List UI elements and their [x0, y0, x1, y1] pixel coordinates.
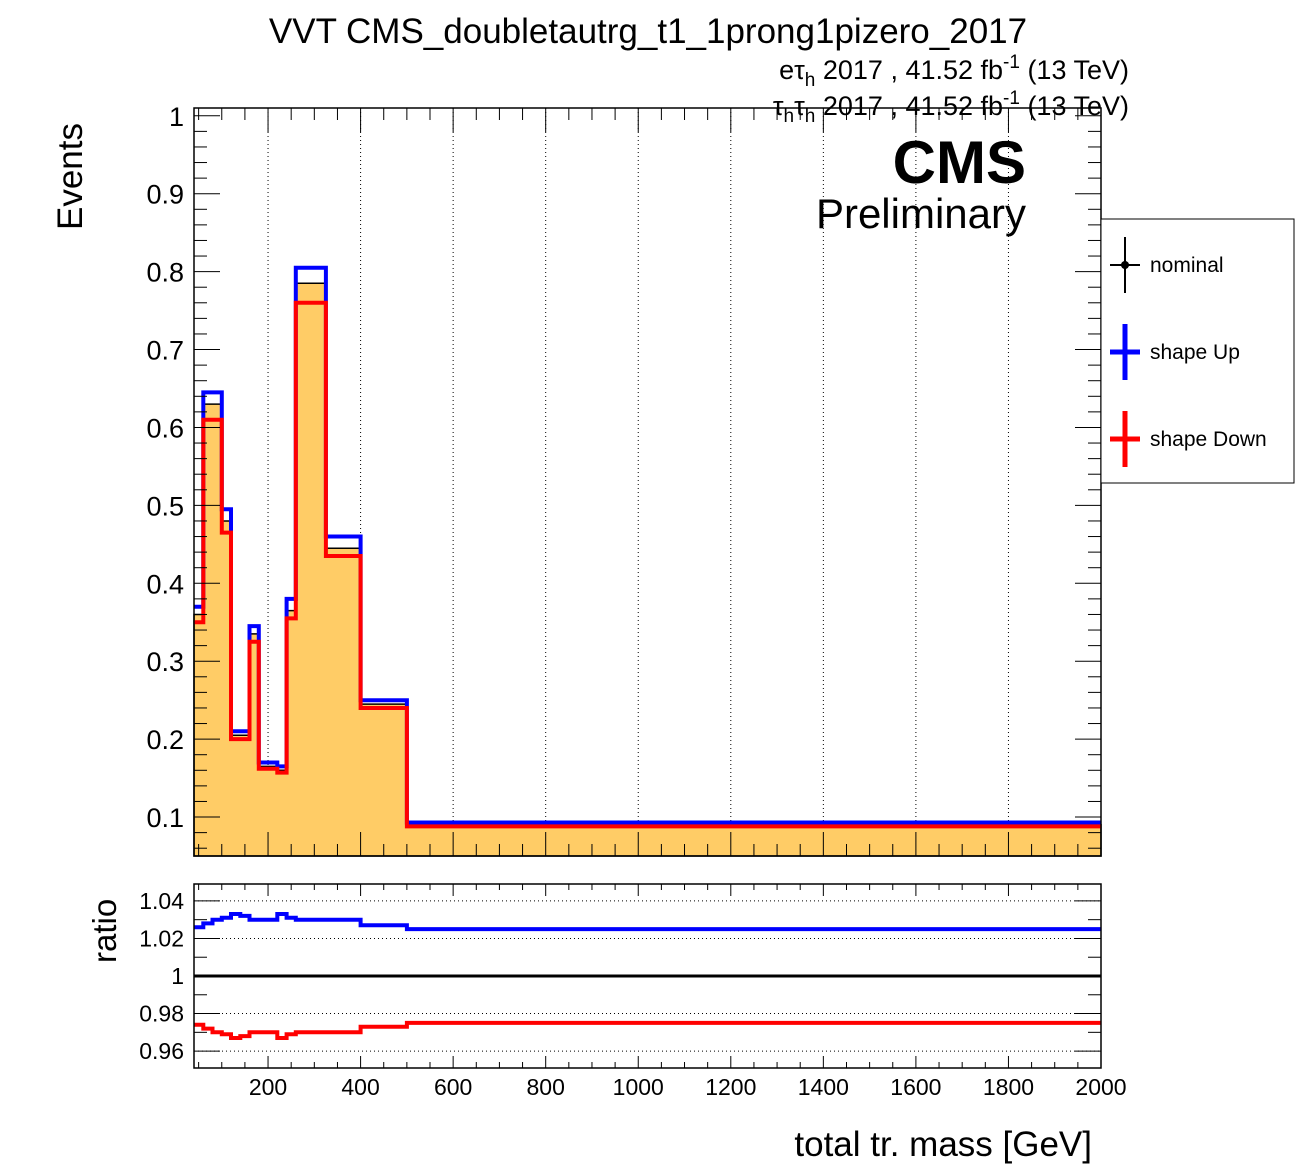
lumi-subscript: h: [805, 106, 816, 127]
x-tick-label: 1000: [613, 1074, 664, 1100]
ratio-shape-down-line: [194, 1020, 1101, 1040]
lumi-text: eτ: [779, 55, 805, 85]
lumi-text: (13 TeV): [1020, 55, 1129, 85]
lumi-subscript: h: [784, 106, 795, 127]
y-tick-label: 0.6: [146, 413, 184, 443]
lumi-text: (13 TeV): [1020, 91, 1129, 121]
x-tick-label: 1600: [890, 1074, 941, 1100]
y-tick-label: 0.1: [146, 803, 184, 833]
ratio-panel-frame: [193, 883, 1102, 1069]
legend: nominal shape Up shape Down: [1100, 218, 1295, 484]
top-panel-grid: [267, 108, 1009, 856]
chart-labels: 0.1 0.2 0.3 0.4 0.5 0.6 0.7 0.8 0.9 1 0.96 0.98 1 1.0…: [51, 12, 1129, 1164]
y-tick-label: 0.3: [146, 647, 184, 677]
y-tick-label: 0.4: [146, 569, 184, 599]
lumi-label-tautau: τhτh 2017 , 41.52 fb-1 (13 TeV): [773, 88, 1129, 127]
nominal-histogram: [193, 282, 1102, 857]
x-tick-label: 400: [341, 1074, 379, 1100]
cms-preliminary-label: Preliminary: [816, 190, 1026, 237]
x-tick-label: 1200: [705, 1074, 756, 1100]
x-axis-label: total tr. mass [GeV]: [794, 1125, 1092, 1164]
chart-title: VVT CMS_doubletautrg_t1_1prong1pizero_20…: [269, 12, 1027, 51]
x-tick-label: 200: [249, 1074, 287, 1100]
lumi-text: τ: [773, 91, 784, 121]
ratio-y-tick-label: 0.98: [139, 1001, 184, 1027]
x-tick-label: 2000: [1075, 1074, 1126, 1100]
shape-down-line: [194, 300, 1101, 829]
lumi-superscript: -1: [1003, 88, 1020, 109]
x-tick-label: 600: [434, 1074, 472, 1100]
legend-marker-dot: [1121, 261, 1129, 269]
ratio-panel-series: [194, 912, 1101, 1040]
y-axis-label: Events: [51, 123, 90, 230]
y-tick-label: 0.9: [146, 180, 184, 210]
ratio-y-tick-label: 1: [171, 963, 184, 989]
y-tick-label: 0.8: [146, 258, 184, 288]
x-tick-label: 1400: [798, 1074, 849, 1100]
y-tick-label: 1: [169, 102, 184, 132]
lumi-subscript: h: [805, 70, 816, 91]
x-tick-label: 800: [527, 1074, 565, 1100]
ratio-y-tick-label: 1.02: [139, 925, 184, 951]
cms-label: CMS: [893, 129, 1026, 196]
lumi-superscript: -1: [1003, 52, 1020, 73]
legend-label: nominal: [1150, 254, 1224, 277]
ratio-y-axis-label: ratio: [86, 899, 123, 963]
legend-label: shape Down: [1150, 428, 1267, 451]
top-panel-series: [193, 265, 1102, 857]
ratio-y-tick-label: 0.96: [139, 1038, 184, 1064]
x-tick-label: 1800: [983, 1074, 1034, 1100]
lumi-text: 2017 , 41.52 fb: [815, 55, 1003, 85]
y-tick-label: 0.2: [146, 725, 184, 755]
ratio-y-tick-label: 1.04: [139, 888, 184, 914]
lumi-label-etau: eτh 2017 , 41.52 fb-1 (13 TeV): [779, 52, 1129, 91]
lumi-text: 2017 , 41.52 fb: [815, 91, 1003, 121]
y-tick-label: 0.7: [146, 336, 184, 366]
ratio-shape-up-line: [194, 912, 1101, 932]
legend-label: shape Up: [1150, 341, 1240, 364]
lumi-text: τ: [794, 91, 805, 121]
y-tick-label: 0.5: [146, 491, 184, 521]
